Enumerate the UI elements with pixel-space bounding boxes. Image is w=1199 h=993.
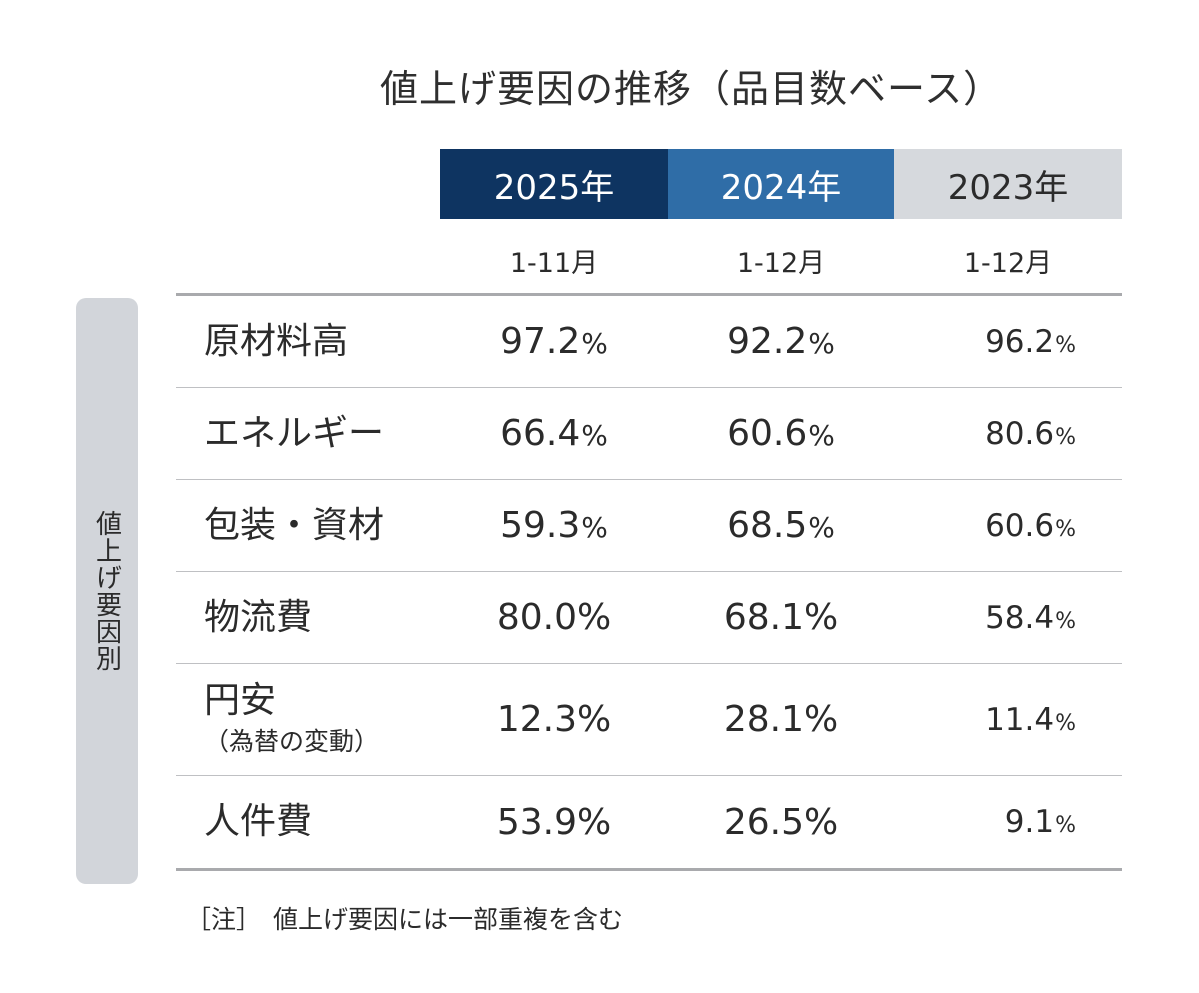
value-number: 11.4 [985,701,1055,738]
row-label-cell: 物流費 [176,598,440,638]
table-row: エネルギー 66.4% 60.6% 80.6% [176,388,1122,480]
percent-sign: % [576,699,612,740]
value-cell: 68.5% [668,505,894,546]
value-number: 59.3 [500,505,581,546]
row-sublabel: （為替の変動） [204,727,380,757]
column-header-2024: 2024年 [668,149,894,219]
percent-sign: % [1055,516,1076,542]
value-number: 60.6 [985,507,1055,544]
percent-sign: % [1055,424,1076,450]
value-number: 97.2 [500,321,581,362]
percent-sign: % [808,327,835,360]
table-row: 原材料高 97.2% 92.2% 96.2% [176,296,1122,388]
row-label-cell: 包装・資材 [176,506,440,546]
percent-sign: % [581,511,608,544]
table-row: 包装・資材 59.3% 68.5% 60.6% [176,480,1122,572]
percent-sign: % [808,419,835,452]
table-row: 円安 （為替の変動） 12.3% 28.1% 11.4% [176,664,1122,776]
value-cell: 92.2% [668,321,894,362]
value-number: 68.1 [723,597,804,638]
value-number: 80.6 [985,415,1055,452]
percent-sign: % [803,597,839,638]
value-number: 9.1 [1004,804,1055,840]
footnote-prefix: ［注］ [186,905,262,934]
percent-sign: % [576,801,612,843]
value-number: 58.4 [985,599,1055,636]
value-number: 68.5 [727,505,808,546]
value-cell: 59.3% [440,505,668,546]
percent-sign: % [803,801,839,843]
value-cell: 26.5% [668,802,894,843]
percent-sign: % [581,327,608,360]
row-label: 円安 [204,679,277,721]
percent-sign: % [1055,608,1076,634]
row-label: エネルギー [204,412,385,454]
value-number: 28.1 [723,699,804,740]
percent-sign: % [808,511,835,544]
data-table: 原材料高 97.2% 92.2% 96.2% エネルギー 66.4% 60.6%… [176,293,1122,871]
row-label: 原材料高 [204,320,349,362]
value-cell: 97.2% [440,321,668,362]
table-row: 物流費 80.0% 68.1% 58.4% [176,572,1122,664]
row-group-label: 値上げ要因別 [76,298,138,884]
row-label-cell: 原材料高 [176,322,440,362]
row-label-cell: 人件費 [176,802,440,842]
value-cell: 68.1% [668,597,894,638]
value-cell: 60.6% [668,413,894,454]
value-number: 12.3 [496,699,577,740]
value-cell: 80.6% [894,416,1122,452]
percent-sign: % [1055,813,1076,838]
value-number: 80.0 [496,597,577,638]
footnote: ［注］ 値上げ要因には一部重複を含む [186,900,623,936]
value-cell: 96.2% [894,324,1122,360]
value-number: 53.9 [496,801,577,843]
period-label-2023: 1-12月 [963,247,1053,279]
value-number: 92.2 [727,321,808,362]
value-cell: 11.4% [894,702,1122,738]
value-cell: 12.3% [440,699,668,740]
value-cell: 66.4% [440,413,668,454]
row-label-cell: 円安 （為替の変動） [176,681,440,759]
row-label: 包装・資材 [204,504,385,546]
percent-sign: % [576,597,612,638]
table-row: 人件費 53.9% 26.5% 9.1% [176,776,1122,868]
row-label: 人件費 [204,801,313,843]
percent-sign: % [1055,710,1076,736]
footnote-text: 値上げ要因には一部重複を含む [273,905,624,934]
percent-sign: % [803,699,839,740]
value-number: 66.4 [500,413,581,454]
value-number: 26.5 [723,801,804,843]
value-number: 60.6 [727,413,808,454]
row-group-label-text: 値上げ要因別 [91,510,122,672]
value-cell: 53.9% [440,802,668,843]
percent-sign: % [581,419,608,452]
period-label-2024: 1-12月 [736,247,826,279]
value-cell: 58.4% [894,600,1122,636]
value-cell: 28.1% [668,699,894,740]
value-number: 96.2 [985,323,1055,360]
column-header-2023: 2023年 [894,149,1122,219]
value-cell: 9.1% [894,804,1122,840]
chart-title: 値上げ要因の推移（品目数ベース） [380,67,1003,111]
value-cell: 60.6% [894,508,1122,544]
period-label-2025: 1-11月 [509,247,599,279]
row-label: 物流費 [204,596,313,638]
column-header-2025: 2025年 [440,149,668,219]
percent-sign: % [1055,332,1076,358]
value-cell: 80.0% [440,597,668,638]
row-label-cell: エネルギー [176,414,440,454]
